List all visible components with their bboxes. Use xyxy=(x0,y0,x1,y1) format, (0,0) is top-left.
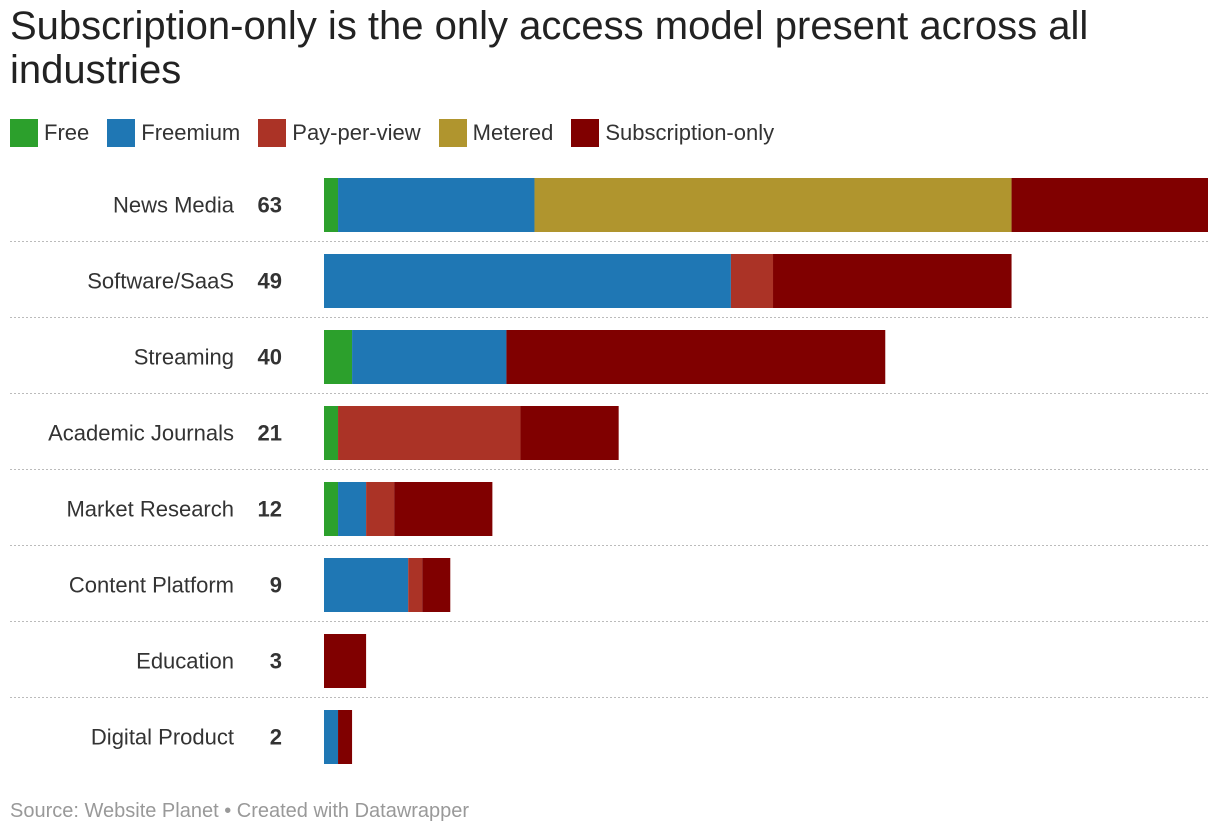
total-label-education: 3 xyxy=(270,649,282,674)
bar-segment-news-media-free xyxy=(324,178,339,232)
bar-segment-education-subscription-only xyxy=(324,634,367,688)
legend-item-free: Free xyxy=(10,119,89,147)
bar-row-academic-journals: Academic Journals 21 xyxy=(10,406,1208,470)
legend-label-freemium: Freemium xyxy=(141,120,241,145)
legend-label-free: Free xyxy=(44,120,90,145)
total-label-news-media: 63 xyxy=(258,193,282,218)
bar-segment-market-research-subscription-only xyxy=(394,482,493,536)
bar-row-news-media: News Media 63 xyxy=(10,178,1208,242)
bar-segment-streaming-free xyxy=(324,330,353,384)
total-label-market-research: 12 xyxy=(258,497,282,522)
bar-segment-news-media-metered xyxy=(534,178,1012,232)
bar-segment-market-research-freemium xyxy=(338,482,367,536)
bar-segment-software-saas-freemium xyxy=(324,254,731,308)
total-label-academic-journals: 21 xyxy=(258,421,282,446)
bar-segment-digital-product-subscription-only xyxy=(338,710,353,764)
bar-segment-academic-journals-subscription-only xyxy=(520,406,619,460)
total-label-software-saas: 49 xyxy=(258,269,282,294)
bar-segment-content-platform-pay-per-view xyxy=(408,558,423,612)
legend-label-subscription-only: Subscription-only xyxy=(605,120,775,145)
bar-row-content-platform: Content Platform 9 xyxy=(10,558,1208,622)
bar-segment-content-platform-subscription-only xyxy=(422,558,451,612)
bar-segment-academic-journals-free xyxy=(324,406,339,460)
total-label-content-platform: 9 xyxy=(270,573,282,598)
category-label-content-platform: Content Platform xyxy=(69,573,234,598)
bar-row-market-research: Market Research 12 xyxy=(10,482,1208,546)
bar-segment-market-research-free xyxy=(324,482,339,536)
category-label-education: Education xyxy=(136,649,234,674)
legend-item-subscription-only: Subscription-only xyxy=(571,119,774,147)
category-label-market-research: Market Research xyxy=(66,497,234,522)
legend-label-metered: Metered xyxy=(472,120,554,145)
category-label-news-media: News Media xyxy=(113,193,235,218)
bar-segment-news-media-subscription-only xyxy=(1011,178,1208,232)
category-label-streaming: Streaming xyxy=(134,345,234,370)
legend-swatch-pay-per-view xyxy=(258,119,287,147)
chart-title: Subscription-only is the only access mod… xyxy=(10,4,1089,92)
bar-row-education: Education 3 xyxy=(10,634,1208,698)
bar-segment-digital-product-freemium xyxy=(324,710,339,764)
legend-swatch-freemium xyxy=(107,119,136,147)
category-label-software-saas: Software/SaaS xyxy=(87,269,234,294)
legend-item-freemium: Freemium xyxy=(107,119,240,147)
bar-segment-software-saas-subscription-only xyxy=(773,254,1012,308)
total-label-streaming: 40 xyxy=(258,345,282,370)
category-label-academic-journals: Academic Journals xyxy=(48,421,234,446)
bar-segment-software-saas-pay-per-view xyxy=(730,254,774,308)
total-label-digital-product: 2 xyxy=(270,725,282,750)
bar-row-software-saas: Software/SaaS 49 xyxy=(10,254,1208,318)
legend-swatch-metered xyxy=(438,119,467,147)
legend-label-pay-per-view: Pay-per-view xyxy=(292,120,421,145)
bar-segment-academic-journals-pay-per-view xyxy=(338,406,521,460)
bar-row-digital-product: Digital Product 2 xyxy=(91,710,353,764)
legend-item-metered: Metered xyxy=(438,119,554,147)
bar-segment-streaming-freemium xyxy=(352,330,507,384)
source-note: Source: Website Planet • Created with Da… xyxy=(10,800,470,822)
category-label-digital-product: Digital Product xyxy=(91,725,234,750)
bar-segment-content-platform-freemium xyxy=(324,558,409,612)
bar-segment-market-research-pay-per-view xyxy=(366,482,395,536)
bar-segment-news-media-freemium xyxy=(338,178,535,232)
legend-swatch-subscription-only xyxy=(571,119,600,147)
bar-segment-streaming-subscription-only xyxy=(506,330,886,384)
legend-swatch-free xyxy=(10,119,38,147)
legend: Free Freemium Pay-per-view Metered Subscript… xyxy=(10,118,792,148)
legend-item-pay-per-view: Pay-per-view xyxy=(258,119,421,147)
bar-row-streaming: Streaming 40 xyxy=(10,330,1208,394)
